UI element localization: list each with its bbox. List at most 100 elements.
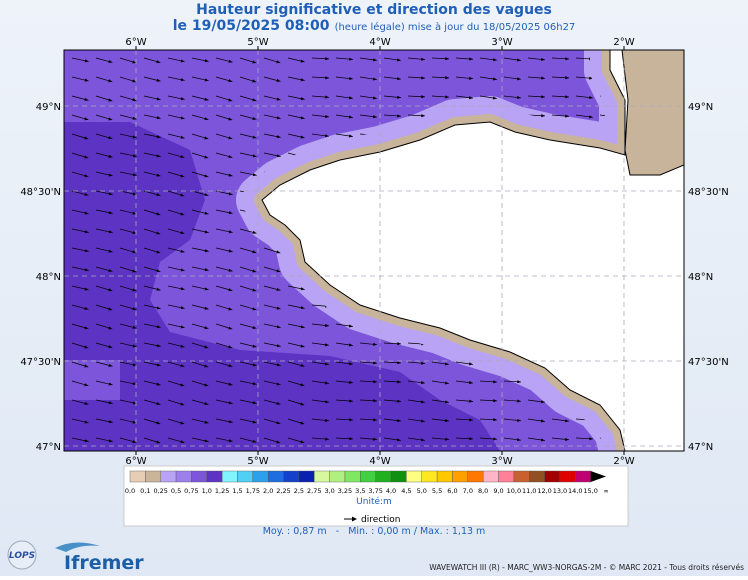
wave-arrowhead bbox=[276, 287, 281, 291]
wave-arrowhead bbox=[156, 60, 161, 64]
date: le 19/05/2025 08:00 bbox=[173, 18, 330, 34]
wave-arrowhead bbox=[444, 400, 449, 404]
wave-arrowhead bbox=[397, 342, 401, 346]
wave-arrowhead bbox=[421, 361, 425, 365]
wave-arrowhead bbox=[204, 345, 209, 349]
colour-box bbox=[298, 470, 315, 483]
wave-arrowhead bbox=[108, 117, 113, 121]
wave-arrowhead bbox=[132, 60, 137, 64]
wave-arrowhead bbox=[228, 268, 233, 272]
wave-arrowhead bbox=[325, 418, 329, 422]
wave-arrowhead bbox=[132, 98, 137, 102]
wave-arrowhead bbox=[204, 439, 209, 443]
wave-arrowhead bbox=[420, 400, 425, 404]
wave-arrowhead bbox=[589, 76, 593, 80]
wave-arrowhead bbox=[156, 344, 161, 348]
colour-box bbox=[575, 470, 591, 483]
wave-arrowhead bbox=[228, 345, 233, 349]
wave-arrowhead bbox=[300, 344, 305, 348]
wave-arrowhead bbox=[492, 96, 497, 100]
wave-arrowhead bbox=[156, 421, 161, 425]
wave-arrowhead bbox=[373, 399, 377, 403]
wave-arrowhead bbox=[540, 419, 545, 423]
wave-arrowhead bbox=[373, 361, 377, 365]
wave-arrowhead bbox=[276, 97, 281, 101]
wave-arrowhead bbox=[204, 383, 209, 387]
wave-arrowhead bbox=[204, 268, 209, 272]
wave-arrowhead bbox=[180, 231, 185, 235]
wave-arrowhead bbox=[108, 249, 113, 253]
wave-arrowhead bbox=[349, 437, 353, 441]
wave-arrowhead bbox=[469, 76, 473, 80]
wave-arrowhead bbox=[252, 154, 257, 158]
wave-arrowhead bbox=[469, 437, 473, 441]
colour-box bbox=[467, 470, 484, 483]
lat-label: 48°N bbox=[36, 272, 61, 283]
wave-arrowhead bbox=[540, 400, 545, 404]
wave-arrowhead bbox=[300, 383, 305, 387]
wave-arrowhead bbox=[517, 95, 521, 100]
wave-arrowhead bbox=[84, 174, 89, 178]
wave-arrowhead bbox=[324, 362, 329, 366]
wave-arrowhead bbox=[228, 326, 233, 330]
wave-arrowhead bbox=[180, 155, 185, 159]
wave-arrowhead bbox=[540, 438, 545, 442]
legend-label: 1,75 bbox=[246, 487, 260, 495]
legend-label: 2,0 bbox=[263, 487, 273, 495]
wave-arrowhead bbox=[156, 135, 161, 139]
wave-arrowhead bbox=[180, 59, 185, 63]
wave-arrowhead bbox=[108, 173, 113, 177]
wave-arrowhead bbox=[348, 324, 353, 328]
wave-arrowhead bbox=[421, 95, 425, 99]
wave-arrowhead bbox=[276, 269, 281, 273]
wave-arrowhead bbox=[252, 439, 257, 443]
wave-arrowhead bbox=[228, 211, 233, 215]
lat-label: 49°N bbox=[36, 102, 61, 113]
legend-label: 0,1 bbox=[140, 487, 150, 495]
wave-arrowhead bbox=[300, 440, 305, 444]
lon-label: 4°W bbox=[369, 37, 390, 48]
wave-arrowhead bbox=[180, 97, 185, 101]
wave-arrowhead bbox=[204, 287, 209, 291]
wave-arrowhead bbox=[541, 95, 545, 99]
wave-arrowhead bbox=[348, 115, 353, 119]
wave-arrowhead bbox=[180, 287, 185, 291]
wave-arrowhead bbox=[276, 421, 281, 425]
wave-arrowhead bbox=[349, 380, 353, 384]
wave-arrowhead bbox=[228, 79, 233, 83]
wave-arrowhead bbox=[373, 380, 377, 384]
colour-box bbox=[314, 470, 330, 483]
wave-arrowhead bbox=[276, 325, 281, 329]
wave-arrowhead bbox=[108, 326, 113, 330]
wave-arrowhead bbox=[469, 418, 473, 422]
wave-arrowhead bbox=[84, 117, 89, 121]
legend-label: 3,5 bbox=[355, 487, 365, 495]
lat-label: 48°30'N bbox=[688, 187, 729, 198]
wave-arrowhead bbox=[493, 418, 497, 422]
wave-arrowhead bbox=[204, 174, 209, 178]
wave-arrowhead bbox=[445, 57, 449, 61]
lon-label: 4°W bbox=[369, 456, 390, 467]
legend-label: 4,5 bbox=[401, 487, 411, 495]
wave-arrowhead bbox=[252, 79, 257, 83]
colour-box bbox=[283, 470, 300, 483]
wave-arrowhead bbox=[180, 421, 185, 425]
wave-arrowhead bbox=[180, 212, 185, 216]
wave-arrowhead bbox=[276, 344, 281, 348]
wave-arrowhead bbox=[468, 362, 473, 366]
colour-box bbox=[360, 470, 376, 483]
wave-arrowhead bbox=[156, 173, 161, 177]
wave-arrowhead bbox=[156, 231, 161, 235]
colour-box bbox=[267, 470, 284, 483]
wave-arrowhead bbox=[156, 193, 161, 197]
wave-arrowhead bbox=[204, 420, 209, 424]
wave-arrowhead bbox=[204, 193, 209, 197]
wave-arrowhead bbox=[108, 59, 113, 63]
wave-arrowhead bbox=[276, 306, 281, 310]
wave-arrowhead bbox=[252, 382, 257, 386]
wave-arrowhead bbox=[493, 399, 497, 403]
wave-arrowhead bbox=[180, 325, 185, 329]
wave-arrowhead bbox=[180, 440, 185, 444]
lon-label: 3°W bbox=[491, 456, 512, 467]
